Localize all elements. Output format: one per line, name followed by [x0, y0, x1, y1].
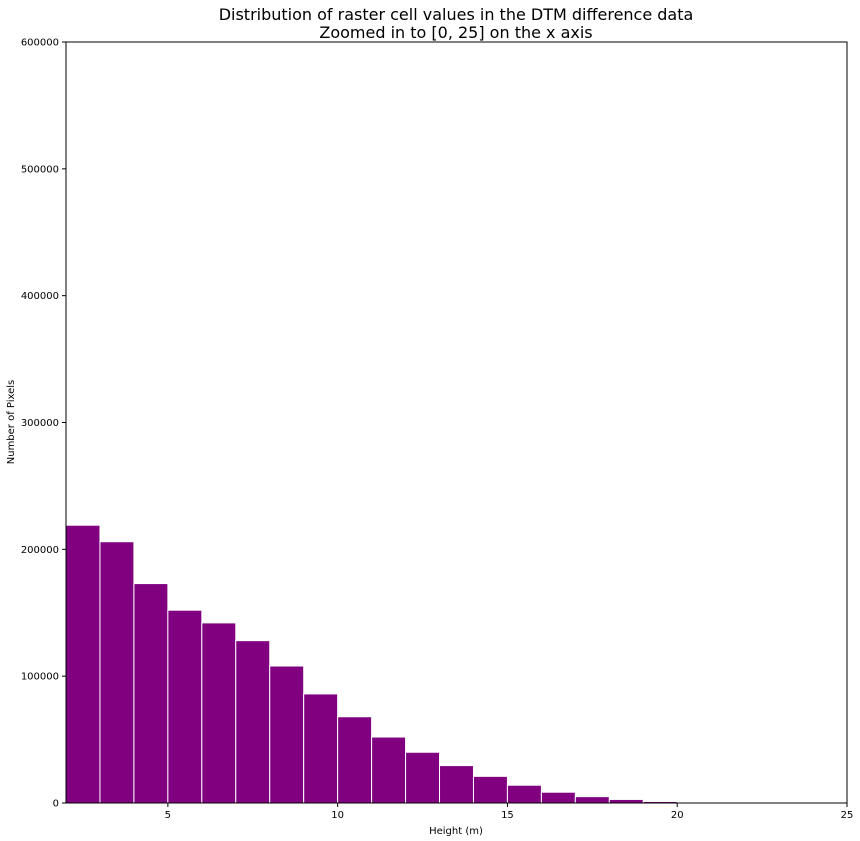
y-axis-label: Number of Pixels	[6, 380, 17, 465]
x-tick-label: 15	[501, 810, 514, 821]
histogram-bar	[235, 640, 271, 804]
histogram-bar	[167, 609, 203, 804]
histogram-bar	[608, 798, 644, 804]
y-tick-label: 200000	[21, 545, 59, 556]
chart-title-line1: Distribution of raster cell values in th…	[219, 5, 694, 24]
histogram-bar	[371, 736, 407, 804]
x-tick-label: 10	[331, 810, 344, 821]
y-axis-ticks: 0 100000 200000 300000 400000 500000 600000	[21, 38, 66, 810]
histogram-bar	[133, 583, 169, 804]
histogram-bar	[405, 751, 441, 804]
y-tick-label: 100000	[21, 672, 59, 683]
y-tick-label: 300000	[21, 418, 59, 429]
x-axis-ticks: 5 10 15 20 25	[165, 803, 854, 821]
histogram-bar	[303, 693, 339, 804]
y-tick-label: 500000	[21, 164, 59, 175]
x-tick-label: 25	[841, 810, 854, 821]
x-axis-label: Height (m)	[429, 826, 483, 837]
x-tick-label: 5	[165, 810, 171, 821]
histogram-bar	[201, 622, 237, 804]
histogram-bar	[540, 791, 576, 804]
y-tick-label: 400000	[21, 291, 59, 302]
x-tick-label: 20	[671, 810, 684, 821]
y-tick-label: 600000	[21, 38, 59, 49]
histogram-bar	[439, 765, 474, 804]
chart-title-line2: Zoomed in to [0, 25] on the x axis	[319, 23, 592, 42]
histogram-bar	[472, 775, 508, 804]
histogram-bar	[99, 541, 135, 804]
histogram-bar	[269, 665, 305, 804]
y-tick-label: 0	[53, 799, 59, 810]
histogram-bar	[506, 784, 542, 804]
bars-group	[65, 524, 848, 804]
histogram-bar	[337, 716, 373, 804]
histogram-bar	[574, 796, 610, 804]
histogram-bar	[65, 524, 101, 804]
